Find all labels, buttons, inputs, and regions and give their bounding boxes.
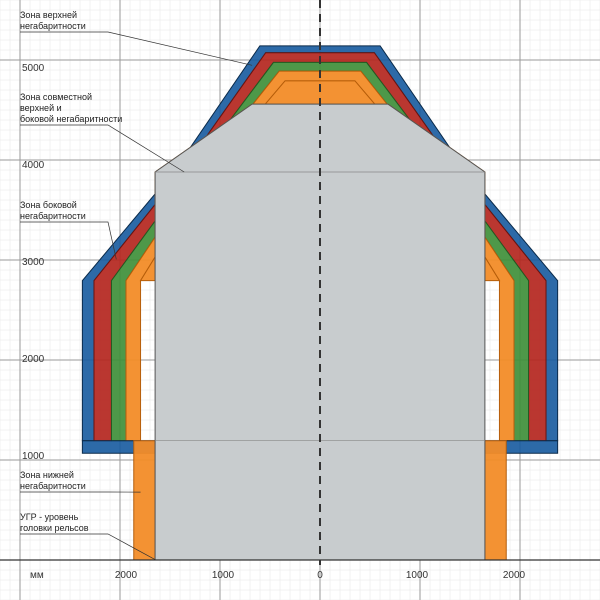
x-tick: 2000 [115,570,138,581]
y-tick: 3000 [22,257,45,268]
zone-lower-orange [134,441,155,560]
zone-lower-orange-r [485,441,506,560]
lbl_upper: негабаритности [20,21,86,31]
y-tick: 2000 [22,354,45,365]
lbl_side: негабаритности [20,211,86,221]
lbl_upper: Зона верхней [20,10,77,20]
lbl_side: Зона боковой [20,200,77,210]
lbl_ugr: УГР - уровень [20,512,79,522]
lbl_comb: боковой негабаритности [20,114,122,124]
y-tick: 4000 [22,160,45,171]
y-tick: 5000 [22,63,45,74]
units-label: мм [30,570,44,581]
lbl_ugr: головки рельсов [20,523,89,533]
lbl_comb: Зона совместной [20,92,92,102]
x-tick: 1000 [212,570,235,581]
x-tick: 1000 [406,570,429,581]
y-tick: 1000 [22,451,45,462]
lbl_lower: негабаритности [20,481,86,491]
lbl_comb: верхней и [20,103,62,113]
x-tick: 2000 [503,570,526,581]
x-tick: 0 [317,570,323,581]
lbl_lower: Зона нижней [20,470,74,480]
